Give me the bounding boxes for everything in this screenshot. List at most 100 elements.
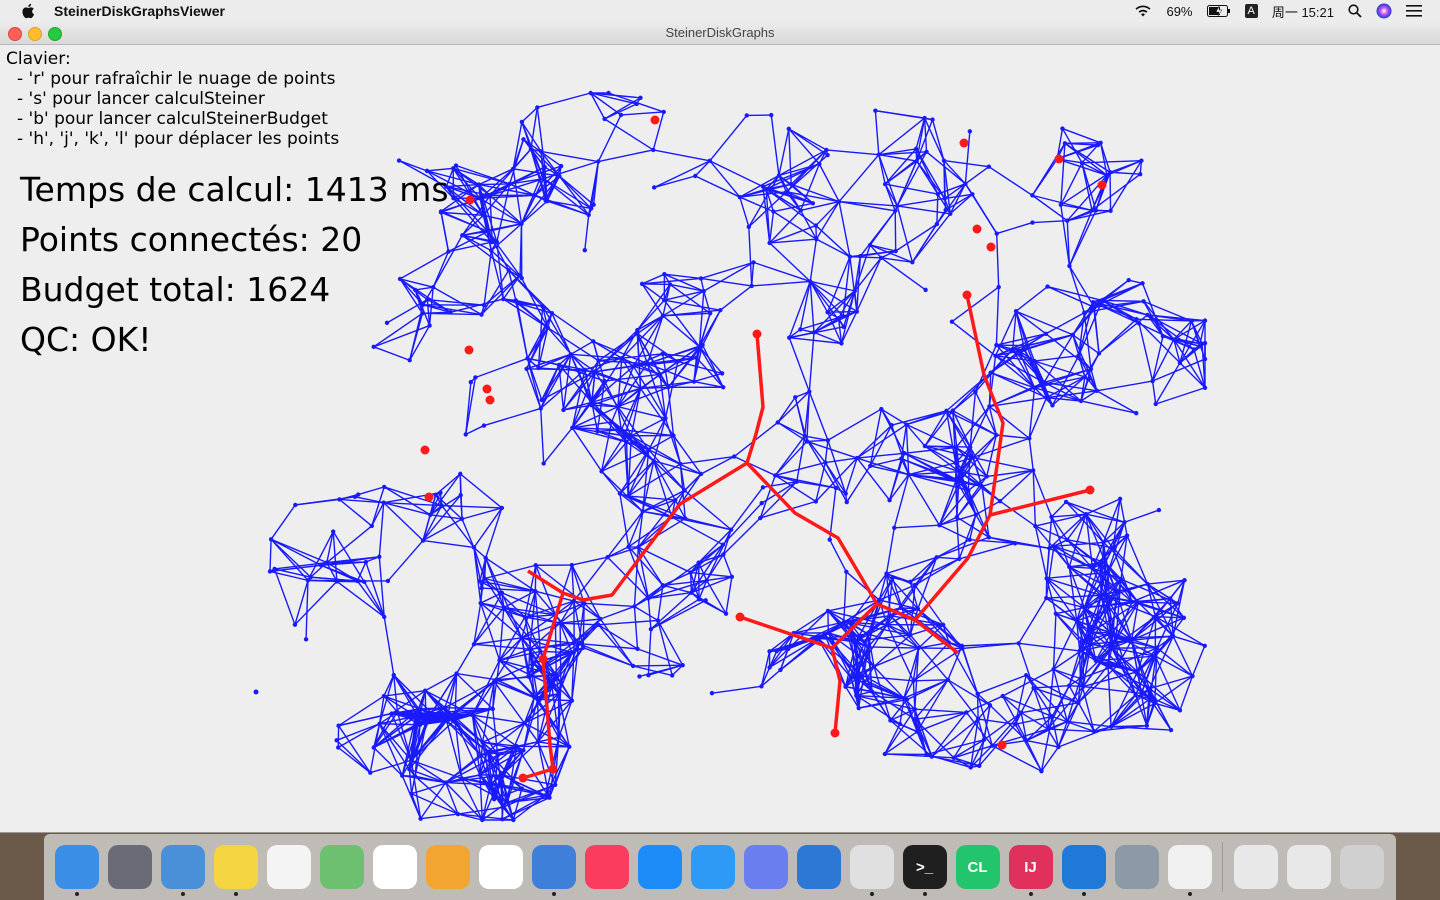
spotlight-search-icon[interactable] bbox=[1348, 4, 1362, 18]
keynote-icon[interactable] bbox=[531, 845, 576, 896]
graph-edge bbox=[513, 168, 560, 177]
graph-edge bbox=[1139, 160, 1143, 175]
intellij-icon[interactable]: IJ bbox=[1008, 845, 1053, 896]
graph-edge bbox=[446, 673, 458, 718]
battery-charging-icon[interactable] bbox=[1206, 5, 1231, 17]
graph-edge bbox=[524, 614, 556, 618]
notification-center-icon[interactable] bbox=[1406, 5, 1422, 17]
maps-icon[interactable] bbox=[319, 845, 364, 889]
graph-edge bbox=[1043, 334, 1074, 383]
graph-edge bbox=[1101, 299, 1140, 325]
graph-edge bbox=[1028, 397, 1048, 439]
graph-edge bbox=[1093, 724, 1147, 733]
preview-icon[interactable] bbox=[1114, 845, 1159, 889]
graph-edge bbox=[498, 607, 505, 661]
input-method-badge[interactable]: A bbox=[1244, 4, 1258, 18]
notes-icon[interactable] bbox=[213, 845, 258, 896]
graph-edge bbox=[444, 673, 458, 708]
graph-point bbox=[847, 254, 853, 259]
window-titlebar[interactable]: SteinerDiskGraphs bbox=[0, 22, 1440, 45]
graph-edge bbox=[642, 277, 702, 285]
mail-icon[interactable] bbox=[160, 845, 205, 896]
launchpad-icon[interactable] bbox=[107, 845, 152, 889]
graph-point bbox=[480, 817, 485, 823]
graph-point bbox=[967, 129, 973, 134]
clion-icon[interactable]: CL bbox=[955, 845, 1000, 889]
graph-point bbox=[895, 203, 900, 209]
graph-point bbox=[558, 163, 564, 169]
graph-edge bbox=[591, 365, 634, 403]
close-button[interactable] bbox=[8, 27, 22, 41]
graph-edge bbox=[537, 698, 570, 748]
graph-edge bbox=[974, 391, 997, 436]
computation-time: Temps de calcul: 1413 ms bbox=[20, 170, 449, 209]
graph-edge bbox=[479, 588, 483, 604]
java-icon[interactable] bbox=[1167, 845, 1212, 896]
trash-icon[interactable] bbox=[1339, 845, 1384, 889]
graph-point bbox=[663, 415, 668, 421]
vscode-icon[interactable] bbox=[1061, 845, 1106, 896]
graph-edge bbox=[739, 196, 750, 228]
graph-edge bbox=[931, 718, 979, 758]
graph-point bbox=[1171, 337, 1177, 342]
app-menu-name[interactable]: SteinerDiskGraphsViewer bbox=[54, 3, 225, 19]
graph-edge bbox=[480, 269, 510, 315]
graph-edge bbox=[1100, 594, 1133, 641]
music-icon[interactable] bbox=[584, 845, 629, 889]
zoom-button[interactable] bbox=[48, 27, 62, 41]
graph-edge bbox=[480, 602, 523, 639]
graph-edge bbox=[906, 409, 954, 426]
discord-icon[interactable] bbox=[743, 845, 788, 889]
siri-icon[interactable] bbox=[1376, 3, 1392, 19]
graph-edge bbox=[1147, 314, 1195, 350]
terminal-icon[interactable]: >_ bbox=[902, 845, 947, 896]
wifi-icon[interactable] bbox=[1134, 4, 1152, 18]
finder-icon[interactable] bbox=[54, 845, 99, 896]
reminders-icon[interactable] bbox=[266, 845, 311, 889]
graph-edge bbox=[988, 406, 997, 436]
battery-percent[interactable]: 69% bbox=[1166, 3, 1193, 19]
graph-edge bbox=[996, 233, 1000, 288]
graph-edge bbox=[637, 499, 676, 548]
graph-point bbox=[510, 166, 516, 171]
graph-canvas[interactable]: Clavier: - 'r' pour rafraîchir le nuage … bbox=[0, 45, 1440, 832]
apple-icon[interactable] bbox=[20, 2, 38, 20]
graph-edge bbox=[879, 599, 919, 610]
pages-icon[interactable] bbox=[425, 845, 470, 889]
graph-point bbox=[448, 310, 453, 315]
graph-point bbox=[423, 720, 429, 725]
safari-icon[interactable] bbox=[690, 845, 735, 889]
graph-edge bbox=[840, 311, 858, 344]
graph-edge bbox=[1198, 320, 1206, 347]
graph-edge bbox=[1083, 563, 1101, 608]
clock[interactable]: 周一 15:21 bbox=[1271, 4, 1334, 20]
graph-edge bbox=[1068, 566, 1086, 608]
downloads-stack-icon[interactable] bbox=[1233, 845, 1278, 889]
graph-edge bbox=[484, 578, 505, 608]
graph-edge bbox=[627, 449, 650, 497]
terminal-point bbox=[1085, 485, 1095, 495]
photos-icon[interactable] bbox=[372, 845, 417, 889]
quicktime-icon[interactable] bbox=[796, 845, 841, 889]
documents-stack-icon[interactable] bbox=[1286, 845, 1331, 889]
numbers-icon[interactable] bbox=[478, 845, 523, 889]
graph-edge bbox=[516, 745, 570, 748]
chrome-icon[interactable] bbox=[849, 845, 894, 896]
graph-edge bbox=[786, 191, 814, 204]
minimize-button[interactable] bbox=[28, 27, 42, 41]
graph-edge bbox=[849, 256, 858, 312]
app-store-icon[interactable] bbox=[637, 845, 682, 889]
graph-edge bbox=[571, 564, 602, 620]
graph-edge bbox=[989, 704, 1028, 742]
graph-point bbox=[645, 361, 650, 366]
graph-edge bbox=[269, 539, 272, 572]
graph-edge bbox=[1034, 525, 1048, 579]
graph-point bbox=[454, 671, 459, 676]
graph-edge bbox=[1046, 390, 1097, 399]
graph-point bbox=[704, 578, 709, 583]
graph-edge bbox=[662, 309, 721, 317]
graph-point bbox=[728, 527, 734, 532]
graph-edge bbox=[722, 502, 763, 546]
graph-point bbox=[858, 253, 863, 259]
graph-edge bbox=[846, 465, 871, 503]
